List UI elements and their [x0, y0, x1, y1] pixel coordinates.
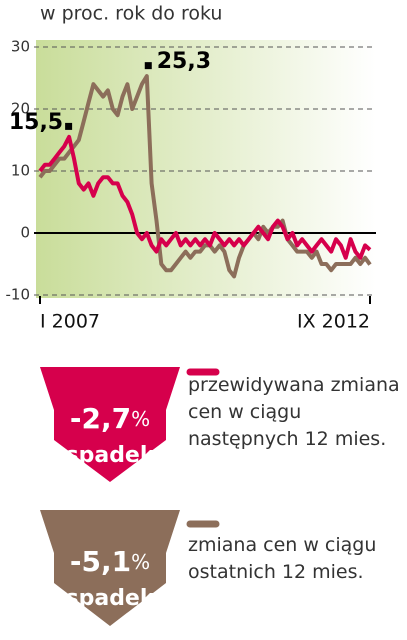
- y-tick-label: -10: [6, 286, 31, 304]
- callout-label: spadek: [66, 586, 156, 611]
- y-tick-label: 20: [11, 100, 30, 118]
- label-marker: [144, 62, 152, 70]
- label-marker: [65, 122, 73, 130]
- callout-number: -5,1: [70, 545, 131, 578]
- arrow-brown: [40, 510, 180, 626]
- arrow-red: [40, 367, 180, 482]
- legend-entry: przewidywana zmiana cen w ciągu następny…: [188, 374, 400, 450]
- callout-value: -5,1%: [70, 545, 150, 578]
- callout-value: -2,7%: [70, 402, 150, 435]
- series-line: [38, 74, 372, 279]
- y-tick-label: 0: [20, 224, 30, 242]
- value-label: 25,3: [157, 49, 211, 74]
- series-line: [38, 134, 372, 260]
- subtitle: w proc. rok do roku: [40, 3, 222, 25]
- callout-label: spadek: [66, 443, 156, 468]
- callout-unit: %: [131, 550, 150, 574]
- callout-number: -2,7: [70, 402, 131, 435]
- x-tick-label: I 2007: [40, 311, 100, 333]
- x-tick-label: IX 2012: [297, 311, 370, 333]
- value-label: 15,5: [9, 110, 63, 135]
- y-tick-label: 10: [11, 162, 30, 180]
- callout-unit: %: [131, 407, 150, 431]
- legend-entry: zmiana cen w ciągu ostatnich 12 mies.: [188, 534, 377, 583]
- y-tick-label: 30: [11, 38, 30, 56]
- plot-background: [36, 40, 376, 298]
